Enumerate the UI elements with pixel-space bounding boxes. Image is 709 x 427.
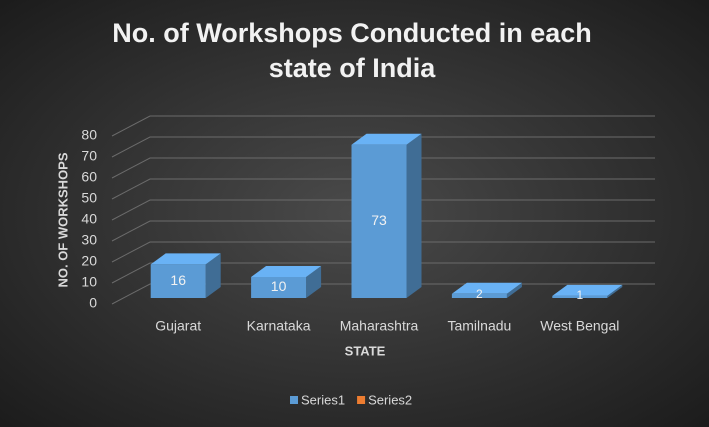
y-tick-label: 80 [81, 127, 97, 143]
data-label: 1 [576, 288, 583, 302]
data-label: 16 [170, 272, 186, 288]
y-tick-label: 10 [81, 274, 97, 290]
grid-line [111, 157, 655, 179]
x-tick-label: Gujarat [155, 318, 201, 334]
grid-line [111, 136, 655, 158]
y-tick-label: 70 [81, 148, 97, 164]
y-tick-label: 20 [81, 253, 97, 269]
grid-line [111, 262, 655, 284]
grid-line [111, 178, 655, 200]
x-axis-title: STATE [345, 343, 386, 358]
chart-title: No. of Workshops Conducted in each [112, 18, 592, 48]
grid-line [111, 115, 655, 137]
bar [351, 133, 422, 298]
bar [451, 282, 522, 298]
bar-front [251, 277, 307, 298]
grid-line [111, 199, 655, 221]
data-label: 10 [271, 278, 287, 294]
y-tick-label: 50 [81, 190, 97, 206]
legend-label: Series1 [301, 392, 345, 407]
bar-side [205, 253, 221, 298]
bar-side [607, 284, 623, 298]
bar-side [306, 266, 322, 298]
bar [251, 266, 322, 298]
bar [150, 253, 221, 298]
chart-title: state of India [269, 53, 437, 83]
bar-top [251, 266, 322, 277]
bar-top [150, 253, 221, 265]
data-label: 73 [371, 212, 387, 228]
x-tick-label: Tamilnadu [447, 318, 511, 334]
bar-side [406, 133, 422, 298]
grid-line [111, 220, 655, 242]
bar-top [552, 284, 623, 296]
bar-front [552, 295, 608, 298]
bar-top [351, 133, 422, 145]
y-tick-label: 60 [81, 169, 97, 185]
legend-swatch [357, 396, 366, 404]
bar [552, 284, 623, 298]
y-tick-label: 0 [89, 295, 97, 311]
bar-front [150, 264, 206, 298]
y-axis-title: NO. OF WORKSHOPS [55, 152, 70, 287]
data-label: 2 [476, 287, 483, 301]
bar-top [451, 282, 522, 294]
legend-label: Series2 [368, 392, 412, 407]
bar-front [351, 144, 407, 298]
bar-side [506, 282, 522, 298]
y-tick-label: 30 [81, 232, 97, 248]
legend-swatch [290, 396, 298, 404]
x-tick-label: Karnataka [247, 318, 311, 334]
grid-line [111, 241, 655, 263]
y-tick-label: 40 [81, 211, 97, 227]
x-tick-label: West Bengal [540, 318, 619, 334]
x-tick-label: Maharashtra [340, 318, 419, 334]
bar-front [451, 293, 507, 298]
